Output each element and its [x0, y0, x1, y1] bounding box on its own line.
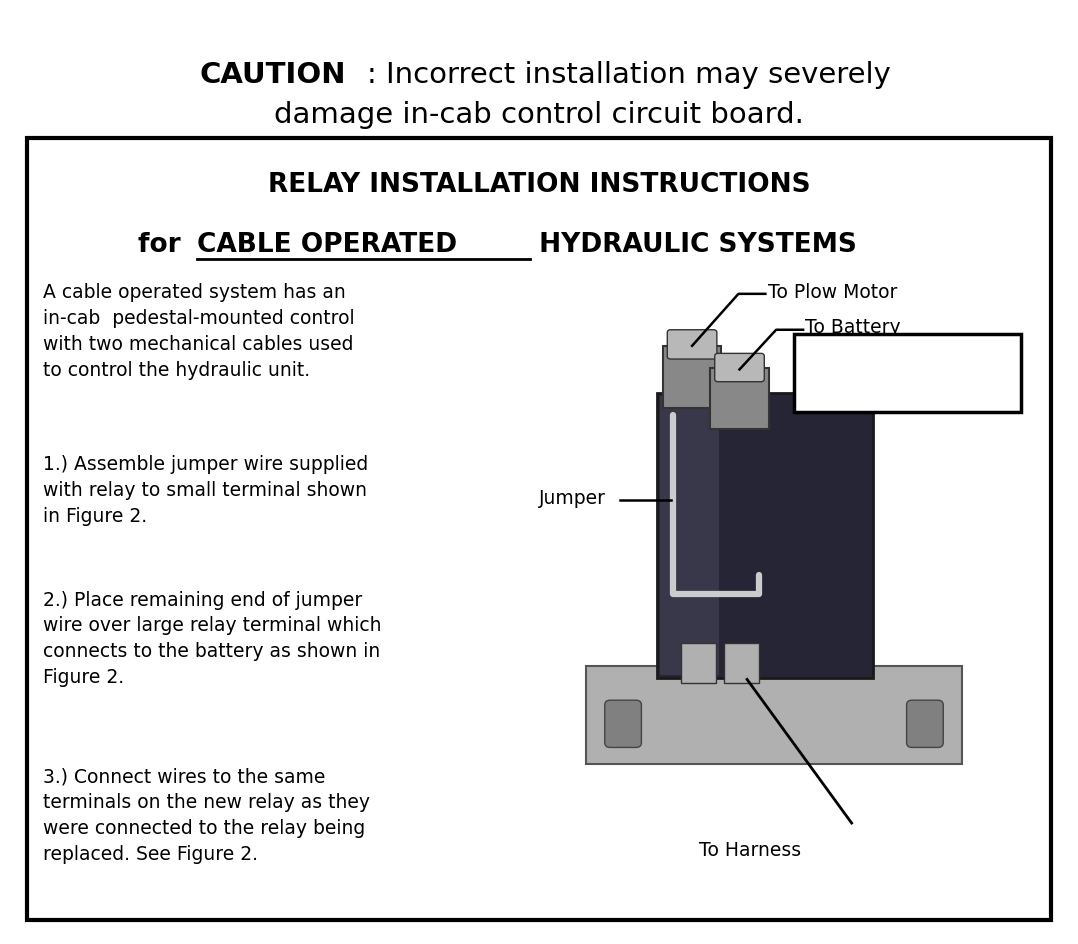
Text: CABLE OPERATED: CABLE OPERATED [197, 231, 457, 258]
Text: To Plow Motor: To Plow Motor [768, 282, 897, 301]
FancyBboxPatch shape [667, 330, 717, 360]
FancyBboxPatch shape [605, 700, 641, 748]
Text: for: for [138, 231, 190, 258]
Text: Figure 2: Figure 2 [867, 364, 949, 383]
FancyBboxPatch shape [681, 644, 716, 683]
Text: A cable operated system has an
in-cab  pedestal-mounted control
with two mechani: A cable operated system has an in-cab pe… [43, 283, 355, 379]
Text: : Incorrect installation may severely: : Incorrect installation may severely [367, 61, 890, 90]
Text: 2.) Place remaining end of jumper
wire over large relay terminal which
connects : 2.) Place remaining end of jumper wire o… [43, 590, 382, 686]
FancyBboxPatch shape [794, 335, 1021, 413]
FancyBboxPatch shape [586, 666, 962, 764]
Text: 3.) Connect wires to the same
terminals on the new relay as they
were connected : 3.) Connect wires to the same terminals … [43, 767, 370, 863]
Text: RELAY INSTALLATION INSTRUCTIONS: RELAY INSTALLATION INSTRUCTIONS [267, 172, 811, 198]
Text: To Battery: To Battery [805, 318, 901, 337]
FancyBboxPatch shape [27, 139, 1051, 920]
FancyBboxPatch shape [660, 396, 719, 675]
Text: Jumper: Jumper [539, 489, 606, 508]
Text: damage in-cab control circuit board.: damage in-cab control circuit board. [274, 101, 804, 129]
Text: HYDRAULIC SYSTEMS: HYDRAULIC SYSTEMS [530, 231, 857, 258]
Text: CAUTION: CAUTION [199, 61, 346, 90]
FancyBboxPatch shape [657, 394, 873, 678]
Text: 1.) Assemble jumper wire supplied
with relay to small terminal shown
in Figure 2: 1.) Assemble jumper wire supplied with r… [43, 455, 369, 526]
FancyBboxPatch shape [715, 354, 764, 382]
FancyBboxPatch shape [710, 369, 769, 430]
FancyBboxPatch shape [907, 700, 943, 748]
FancyBboxPatch shape [663, 346, 721, 409]
Text: To Harness: To Harness [699, 840, 801, 859]
FancyBboxPatch shape [724, 644, 759, 683]
